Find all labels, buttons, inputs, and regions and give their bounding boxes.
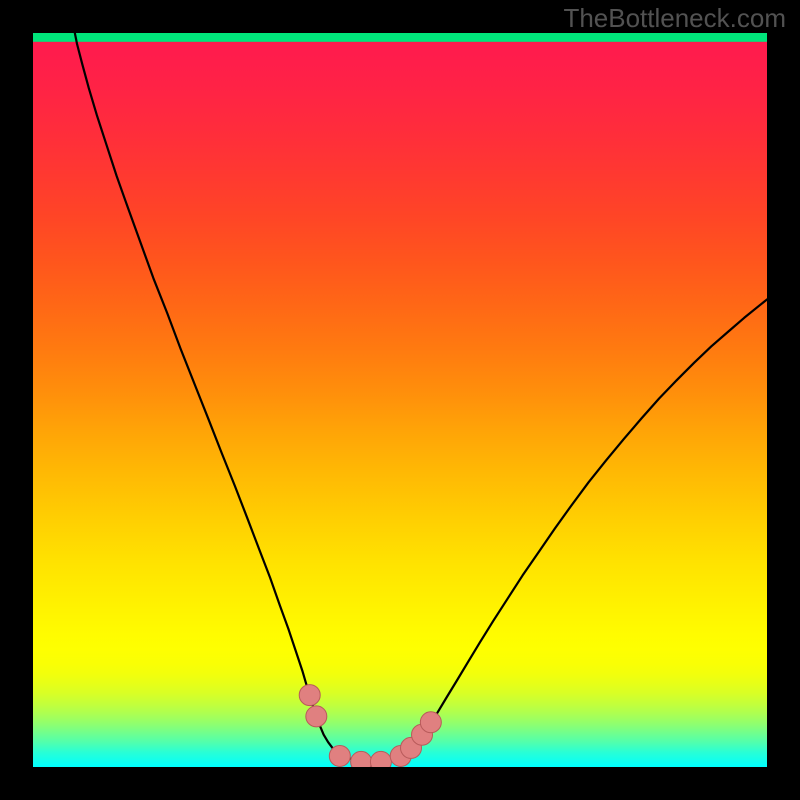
optimal-band	[33, 33, 767, 42]
data-marker	[329, 745, 350, 766]
data-marker	[306, 706, 327, 727]
data-marker	[351, 751, 372, 767]
watermark-label: TheBottleneck.com	[563, 3, 786, 34]
data-marker	[420, 712, 441, 733]
plot-area	[33, 33, 767, 767]
plot-svg	[33, 33, 767, 767]
chart-stage: { "canvas": { "width": 800, "height": 80…	[0, 0, 800, 800]
data-marker	[370, 751, 391, 767]
data-marker	[299, 685, 320, 706]
